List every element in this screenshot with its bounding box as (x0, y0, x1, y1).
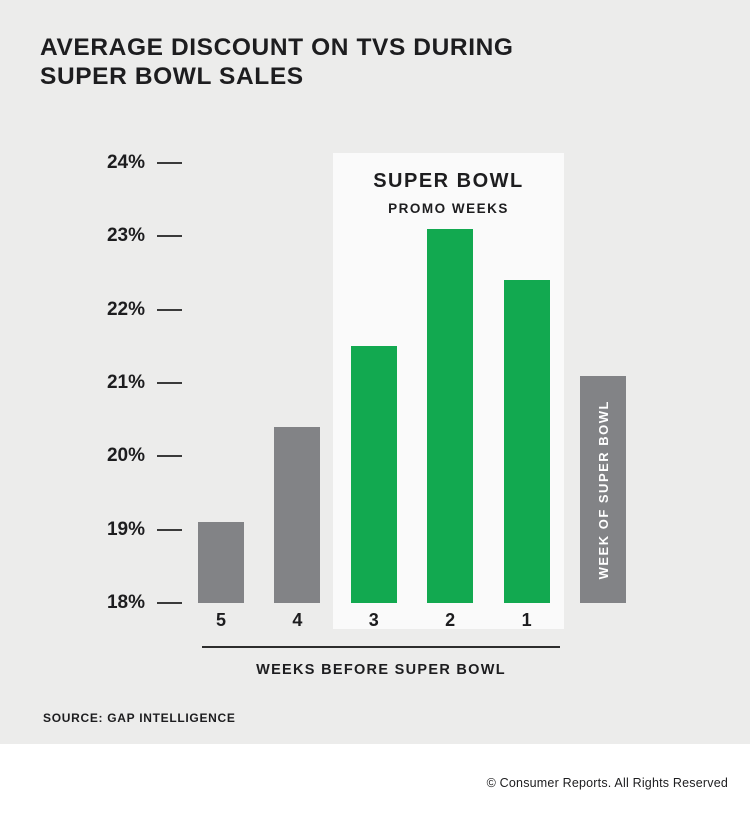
x-axis-line (202, 646, 560, 648)
page-title: AVERAGE DISCOUNT ON TVS DURING SUPER BOWL… (40, 33, 514, 91)
y-axis-tick-mark (157, 235, 182, 238)
page-title-line1: AVERAGE DISCOUNT ON TVS DURING (40, 34, 514, 61)
bar-week-5 (198, 522, 244, 603)
footer-bar: © Consumer Reports. All Rights Reserved (0, 744, 750, 814)
x-axis-category-label: 3 (368, 610, 379, 630)
bar-week-week-of-super-bowl: WEEK OF SUPER BOWL (580, 375, 626, 603)
week-of-super-bowl-label: WEEK OF SUPER BOWL (595, 399, 611, 580)
bar-week-3 (350, 346, 397, 603)
promo-heading: SUPER BOWL (373, 170, 524, 192)
y-axis-tick-label: 24% (106, 152, 145, 174)
y-axis-tick-label: 18% (106, 592, 145, 613)
x-axis-category-label: 5 (215, 610, 226, 630)
y-axis-tick-mark (157, 308, 182, 311)
y-axis-tick-label: 20% (106, 445, 145, 467)
x-axis-category-label: 2 (445, 610, 456, 630)
y-axis-tick-label: 22% (106, 298, 145, 320)
y-axis-tick-label: 23% (106, 225, 145, 247)
x-axis-category-label: 1 (521, 610, 532, 630)
bar-inner-label-wrap: WEEK OF SUPER BOWL (580, 376, 626, 603)
copyright-text: © Consumer Reports. All Rights Reserved (486, 776, 728, 790)
y-axis-tick-label: 21% (106, 372, 145, 393)
promo-subheading: PROMO WEEKS (388, 201, 509, 216)
bar-week-1 (503, 280, 550, 603)
page-title-line2: SUPER BOWL SALES (40, 63, 304, 90)
source-credit: SOURCE: GAP INTELLIGENCE (43, 711, 236, 725)
y-axis-tick-mark (157, 382, 182, 384)
bar-week-4 (274, 427, 321, 603)
y-axis-tick-mark (157, 162, 182, 165)
y-axis-tick-mark (157, 602, 182, 604)
bar-week-2 (427, 229, 474, 603)
y-axis-tick-mark (157, 528, 182, 531)
x-axis-category-label: 4 (292, 610, 303, 630)
y-axis-tick-label: 19% (106, 518, 145, 540)
x-axis-title: WEEKS BEFORE SUPER BOWL (256, 662, 506, 678)
y-axis-tick-mark (157, 455, 182, 458)
